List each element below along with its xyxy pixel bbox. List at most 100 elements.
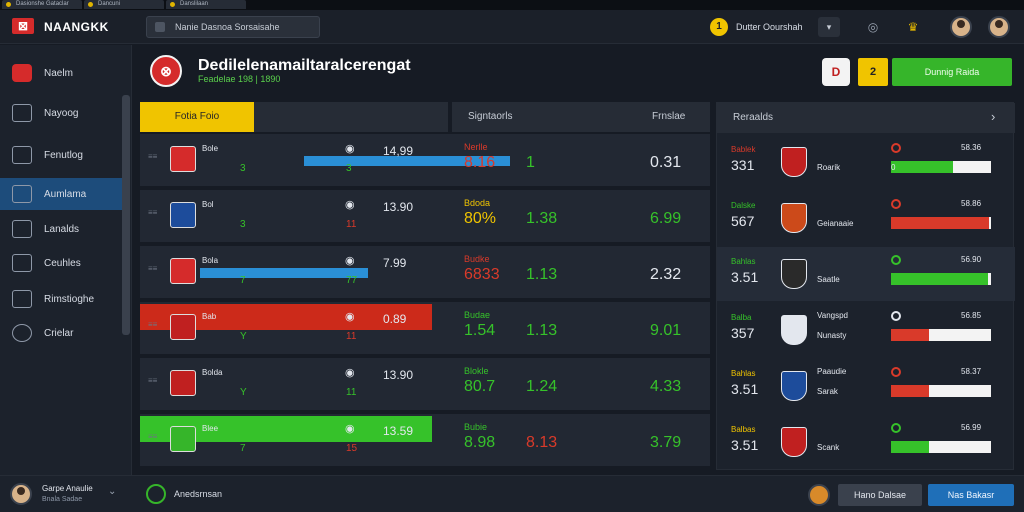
sidebar-scrollbar[interactable] bbox=[122, 95, 130, 335]
eye-icon[interactable]: ◉ bbox=[345, 199, 355, 211]
final-value: 2.32 bbox=[650, 266, 682, 283]
probability-bar bbox=[891, 161, 991, 173]
team-name: Paaudie bbox=[817, 367, 847, 376]
team-badge-icon[interactable]: D bbox=[822, 58, 850, 86]
drag-handle-icon[interactable]: ≡≡ bbox=[148, 208, 158, 217]
table-row[interactable]: ≡≡ Bola 7 77 ◉ 7.99 Budke 6833 1.13 2.32 bbox=[140, 246, 710, 298]
sidebar-item-active[interactable]: Aumlama bbox=[0, 178, 124, 210]
table-row[interactable]: ≡≡ Blee 7 15 ◉ 13.59 Bubie 8.98 8.13 3.79 bbox=[140, 414, 710, 466]
count-badge[interactable]: 2 bbox=[858, 58, 888, 86]
team-name: Blee bbox=[202, 424, 219, 433]
brand-icon bbox=[12, 64, 32, 82]
secondary-button[interactable]: Hano Dalsae bbox=[838, 484, 922, 506]
sidebar-item-matches[interactable]: Nayoog bbox=[0, 97, 124, 129]
team-name: Bole bbox=[202, 144, 219, 153]
drag-handle-icon[interactable]: ≡≡ bbox=[148, 320, 158, 329]
eye-icon[interactable]: ◉ bbox=[345, 143, 355, 155]
progress-bar bbox=[304, 156, 510, 166]
probability-fill bbox=[891, 329, 929, 341]
trophy-icon[interactable]: ♛ bbox=[907, 20, 919, 34]
signal-value: 1.13 bbox=[526, 322, 558, 339]
page-logo-icon: ⊗ bbox=[150, 55, 182, 87]
notification-icon[interactable]: ◎ bbox=[867, 20, 879, 34]
chevron-right-icon[interactable]: › bbox=[991, 109, 996, 124]
sidebar-item-teams[interactable]: Ceuhles bbox=[0, 247, 124, 279]
column-header-label: Frnslae bbox=[652, 111, 686, 122]
probability-bar bbox=[891, 385, 991, 397]
team-crest-icon bbox=[781, 259, 807, 289]
signal-value: 6833 bbox=[464, 266, 500, 283]
app-logo-icon[interactable]: ⊠ bbox=[12, 18, 34, 34]
score-value: Y bbox=[240, 331, 247, 342]
result-row[interactable]: Bahlas 3.51 Saatle 56.90 bbox=[717, 247, 1015, 301]
chevron-down-icon[interactable]: ⌄ bbox=[108, 486, 117, 497]
tab-active[interactable]: Fotia Foio bbox=[140, 102, 254, 132]
coin-balance[interactable]: 1 Dutter Oourshah bbox=[710, 17, 810, 37]
score-value: 11 bbox=[346, 387, 357, 398]
status-indicator-icon bbox=[891, 311, 901, 321]
eye-icon[interactable]: ◉ bbox=[345, 367, 355, 379]
result-label: Bahlas bbox=[731, 257, 756, 266]
odds-value: 13.90 bbox=[383, 200, 414, 214]
signal-value: 8.13 bbox=[526, 434, 558, 451]
team-crest-icon bbox=[170, 426, 196, 452]
status-indicator-icon bbox=[891, 199, 901, 209]
final-value: 4.33 bbox=[650, 378, 682, 395]
status-icon bbox=[146, 484, 166, 504]
page-subtitle: Feadelae 198 | 1890 bbox=[198, 74, 281, 84]
percentage-value: 58.36 bbox=[961, 143, 982, 152]
sidebar: Naelm Nayoog Fenutlog Aumlama Lanalds Ce… bbox=[0, 45, 132, 475]
user-panel[interactable]: Garpe Anaulie Bnala Sadae ⌄ bbox=[0, 475, 132, 512]
progress-bar bbox=[200, 268, 368, 278]
signal-value: 80% bbox=[464, 210, 497, 227]
sidebar-item-strategies[interactable]: Rimstioghe bbox=[0, 283, 124, 315]
eye-icon[interactable]: ◉ bbox=[345, 255, 355, 267]
result-label: Bahlas bbox=[731, 369, 756, 378]
sidebar-item-leagues[interactable]: Lanalds bbox=[0, 213, 124, 245]
drag-handle-icon[interactable]: ≡≡ bbox=[148, 264, 158, 273]
result-row[interactable]: Bahlas 3.51 Paaudie Sarak 58.37 bbox=[717, 359, 1015, 413]
sidebar-item-stats[interactable]: Fenutlog bbox=[0, 139, 124, 171]
avatar[interactable] bbox=[808, 484, 830, 506]
result-value: 331 bbox=[731, 157, 755, 173]
result-row[interactable]: Dalske 567 Geianaaie 58.86 bbox=[717, 191, 1015, 245]
table-row[interactable]: ≡≡ Bab Y 11 ◉ 0.89 Budae 1.54 1.13 9.01 bbox=[140, 302, 710, 354]
status-text: Anedsrnsan bbox=[174, 489, 223, 499]
user-name: Garpe Anaulie bbox=[42, 484, 93, 493]
table-row[interactable]: ≡≡ Bol 3 11 ◉ 13.90 Bdoda 80% 1.38 6.99 bbox=[140, 190, 710, 242]
chevron-down-icon[interactable]: ▾ bbox=[818, 17, 840, 37]
percentage-value: 58.37 bbox=[961, 367, 982, 376]
probability-fill bbox=[891, 385, 929, 397]
primary-action-button[interactable]: Dunnig Raida bbox=[892, 58, 1012, 86]
avatar[interactable] bbox=[988, 16, 1010, 38]
os-tab[interactable]: Danslilaan bbox=[166, 0, 246, 9]
team-name: Bab bbox=[202, 312, 217, 321]
sidebar-item-settings[interactable]: Crielar bbox=[0, 317, 124, 349]
percentage-value: 56.85 bbox=[961, 311, 982, 320]
drag-handle-icon[interactable]: ≡≡ bbox=[148, 376, 158, 385]
table-row[interactable]: ≡≡ Bolda Y 11 ◉ 13.90 Blokle 80.7 1.24 4.33 bbox=[140, 358, 710, 410]
table-row[interactable]: ≡≡ Bole 3 3 ◉ 14,99 Nerlle 8.16 1 0.31 bbox=[140, 134, 710, 186]
primary-button[interactable]: Nas Bakasr bbox=[928, 484, 1014, 506]
odds-value: 0.89 bbox=[383, 312, 407, 326]
team-crest-icon bbox=[170, 146, 196, 172]
eye-icon[interactable]: ◉ bbox=[345, 423, 355, 435]
status-indicator-icon bbox=[891, 423, 901, 433]
avatar[interactable] bbox=[950, 16, 972, 38]
os-tab[interactable]: Dancuni bbox=[84, 0, 164, 9]
drag-handle-icon[interactable]: ≡≡ bbox=[148, 152, 158, 161]
bell-icon bbox=[12, 290, 32, 308]
final-value: 6.99 bbox=[650, 210, 682, 227]
result-row[interactable]: Balba 357 Vangspd Nunasty 56.85 bbox=[717, 303, 1015, 357]
panel-header: Reraalds › bbox=[717, 103, 1015, 133]
sidebar-item-label: Crielar bbox=[44, 327, 74, 339]
result-row[interactable]: Balbas 3.51 Scank 56.99 bbox=[717, 415, 1015, 469]
eye-icon[interactable]: ◉ bbox=[345, 311, 355, 323]
drag-handle-icon[interactable]: ≡≡ bbox=[148, 432, 158, 441]
search-input[interactable]: Nanie Dasnoa Sorsaisahe bbox=[146, 16, 320, 38]
odds-value: 7.99 bbox=[383, 256, 407, 270]
result-row[interactable]: Bablek 331 Roarik 58.36 0 bbox=[717, 135, 1015, 189]
sidebar-item-home[interactable]: Naelm bbox=[0, 57, 124, 89]
os-tab[interactable]: Dasionshe Gataclar bbox=[2, 0, 82, 9]
signal-value: 1 bbox=[526, 154, 535, 171]
